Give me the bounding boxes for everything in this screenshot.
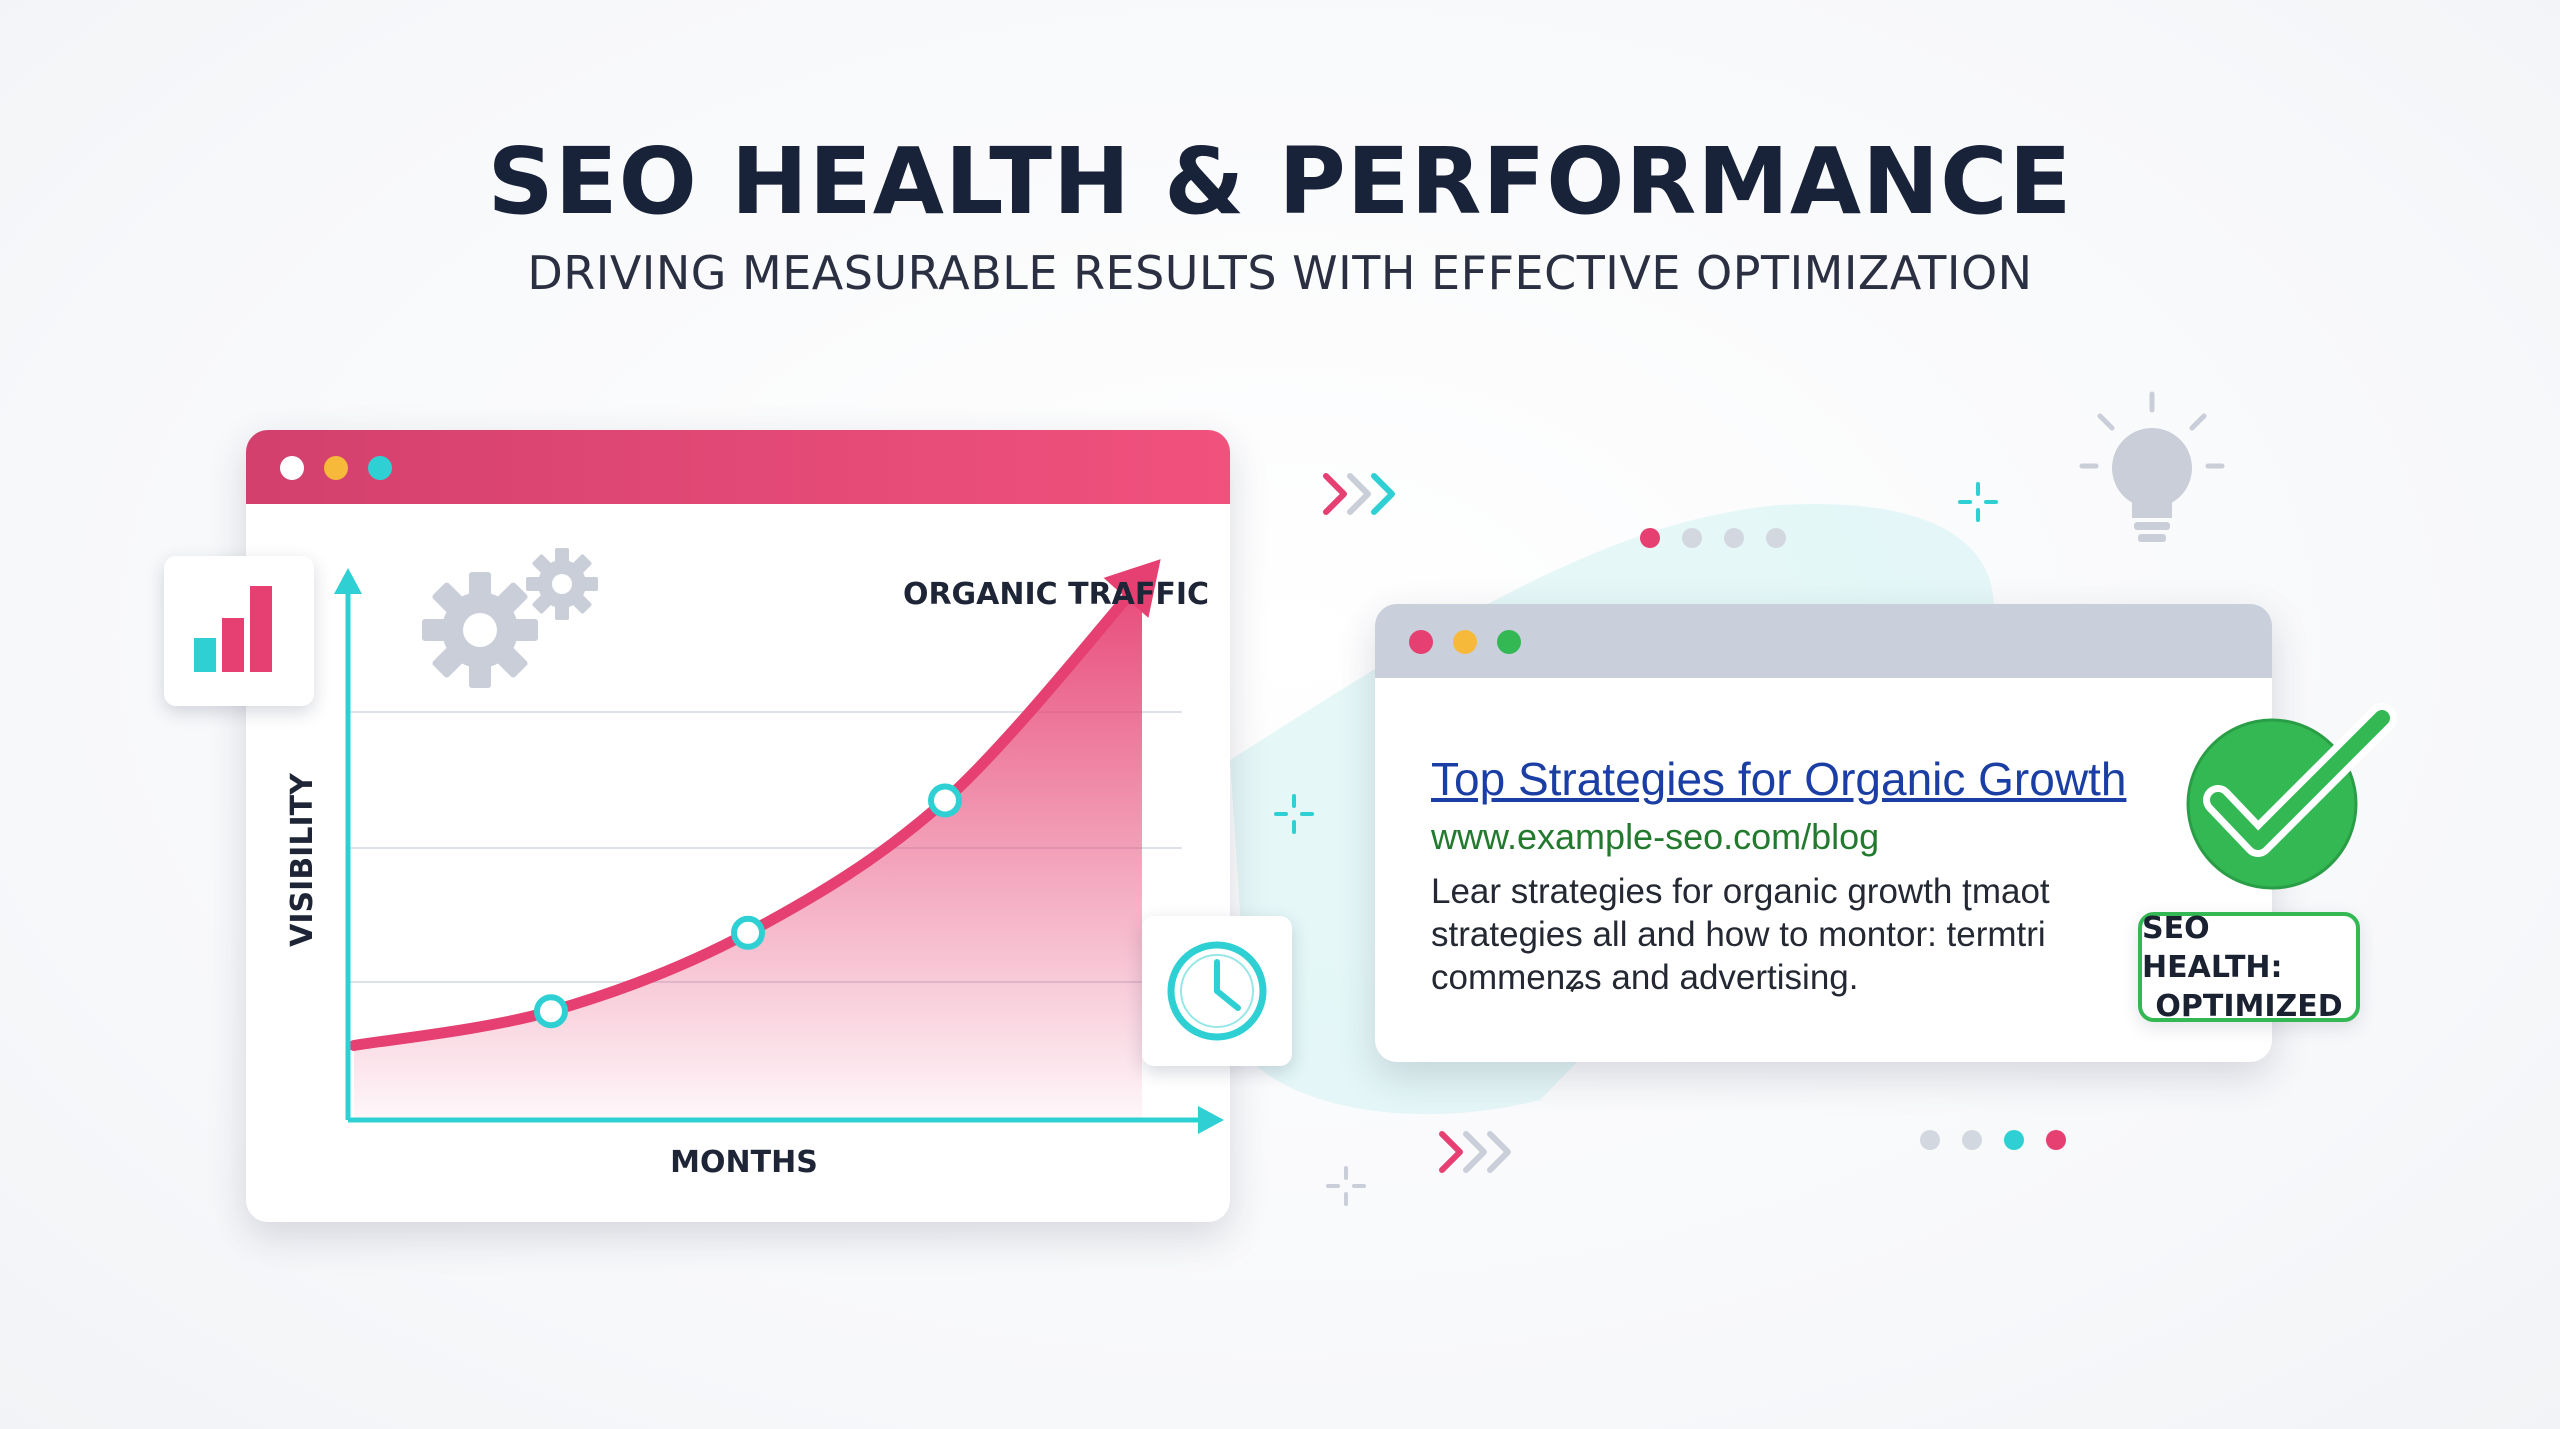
traffic-markers: [534, 783, 962, 1029]
clock-card: [1142, 916, 1292, 1066]
window-dot-red: [1409, 630, 1433, 654]
search-result-url: www.example-seo.com/blog: [1431, 816, 1880, 857]
chart-window-titlebar: [246, 430, 1230, 504]
seo-health-badge: SEO HEALTH: OPTIMIZED: [2138, 910, 2360, 1024]
organic-traffic-chart: ORGANIC TRAFFIC MONTHS VISIBILITY: [285, 548, 1224, 1180]
traffic-arrow-head: [1103, 559, 1161, 618]
window-dot-yellow: [1453, 630, 1477, 654]
clock-icon: [1167, 941, 1267, 1041]
y-axis-arrow: [334, 568, 362, 594]
data-point-marker: [534, 994, 568, 1029]
page-subtitle: DRIVING MEASURABLE RESULTS WITH EFFECTIV…: [527, 246, 2033, 300]
window-dot-teal: [368, 456, 392, 480]
window-dot-green: [1497, 630, 1521, 654]
data-point-marker: [731, 915, 765, 950]
x-axis-arrow: [1198, 1106, 1224, 1134]
badge-line-2: OPTIMIZED: [2155, 988, 2343, 1024]
gears-icon: [422, 548, 598, 688]
bar-chart-card: [164, 556, 314, 706]
badge-line-1: SEO HEALTH:: [2142, 910, 2283, 985]
x-axis-label: MONTHS: [670, 1145, 818, 1180]
series-label: ORGANIC TRAFFIC: [903, 577, 1209, 612]
search-result-description-line: strategies all and how to montor: termtr…: [1431, 915, 2046, 954]
search-window-titlebar: [1375, 604, 2272, 678]
search-result-window: Top Strategies for Organic Growth www.ex…: [1375, 604, 2272, 1062]
search-result-description-line: Lear strategies for organic growth ʈmaot: [1431, 872, 2050, 911]
search-result-description-line: commenʑs and advertising.: [1431, 958, 1859, 997]
chart-axes: [334, 568, 1224, 1134]
window-dot-yellow: [324, 456, 348, 480]
y-axis-label: VISIBILITY: [285, 772, 320, 947]
chart-window: ORGANIC TRAFFIC MONTHS VISIBILITY: [246, 430, 1230, 1222]
page-title: SEO HEALTH & PERFORMANCE: [487, 128, 2073, 235]
data-point-marker: [928, 783, 962, 818]
bar-chart-icon: [194, 586, 272, 672]
search-result-title-link[interactable]: Top Strategies for Organic Growth: [1431, 753, 2127, 805]
traffic-area-fill: [354, 580, 1142, 1120]
window-dot-white: [280, 456, 304, 480]
